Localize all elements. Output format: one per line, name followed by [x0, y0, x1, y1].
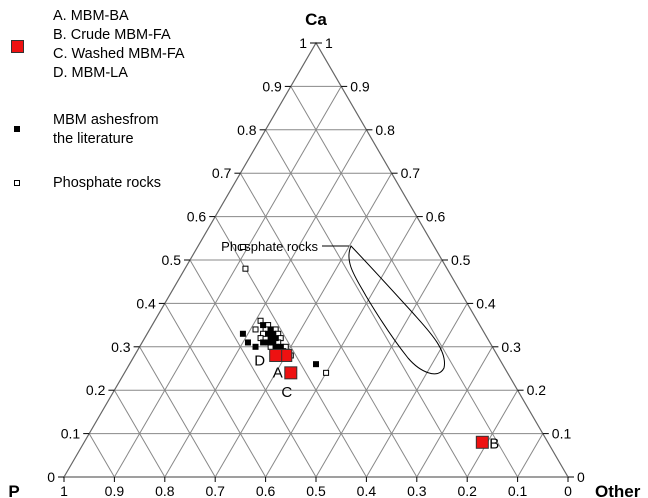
grid-line-other: [466, 389, 519, 478]
literature-ash-point: [260, 322, 267, 329]
bottom-tick-label: 0: [564, 483, 572, 498]
left-tick-label: 0.3: [111, 339, 131, 355]
left-tick-label: 0.9: [262, 78, 282, 94]
literature-ash-point: [265, 330, 272, 337]
bottom-tick-label: 0.8: [155, 483, 175, 498]
grid-line-p: [113, 389, 166, 478]
sample-label-c: C: [281, 384, 292, 401]
left-tick-label: 0: [47, 469, 55, 485]
bottom-tick-label: 0.4: [357, 483, 377, 498]
left-tick-label: 0.4: [136, 295, 156, 311]
axis-label-p: P: [8, 482, 19, 498]
bottom-tick-label: 0.1: [508, 483, 528, 498]
literature-ash-point: [277, 343, 284, 350]
phosphate-rock-point: [252, 326, 259, 333]
bottom-tick-label: 0.6: [256, 483, 276, 498]
phosphate-rock-point: [239, 243, 246, 250]
bottom-tick-label: 1: [60, 483, 68, 498]
grid-line-p: [290, 86, 519, 478]
phosphate-rocks-envelope: [348, 245, 445, 375]
literature-ash-point: [270, 339, 277, 346]
right-tick-label: 0.4: [476, 295, 496, 311]
left-tick-label: 0.6: [187, 209, 207, 225]
right-tick-label: 0.3: [501, 339, 521, 355]
left-tick-label: 0.8: [237, 122, 257, 138]
grid-line-p: [139, 346, 216, 478]
axis-label-other: Other: [595, 482, 641, 498]
grid-line-p: [164, 303, 267, 478]
right-tick-label: 0: [577, 469, 585, 485]
sample-point-d: [269, 348, 283, 362]
literature-ash-point: [267, 326, 274, 333]
literature-ash-point: [244, 339, 251, 346]
sample-point-c: [284, 366, 298, 380]
literature-ash-point: [252, 343, 259, 350]
grid-line-other: [517, 433, 544, 478]
right-tick-label: 0.7: [401, 165, 421, 181]
literature-ash-point: [267, 335, 274, 342]
literature-ash-point: [272, 335, 279, 342]
grid-line-other: [214, 172, 393, 478]
left-tick-label: 0.2: [86, 382, 106, 398]
bottom-tick-label: 0.5: [306, 483, 326, 498]
literature-ash-point: [239, 330, 246, 337]
right-tick-label: 0.8: [375, 122, 395, 138]
grid-line-other: [416, 346, 493, 478]
sample-point-b: [475, 435, 489, 449]
sample-label-a: A: [273, 364, 283, 381]
literature-ash-point: [270, 330, 277, 337]
grid-line-p: [88, 433, 115, 478]
grid-line-other: [315, 259, 443, 478]
right-tick-label: 0.2: [527, 382, 547, 398]
literature-ash-point: [260, 339, 267, 346]
grid-line-other: [365, 303, 468, 478]
axis-label-ca: Ca: [305, 10, 327, 29]
bottom-tick-label: 0.7: [205, 483, 225, 498]
phosphate-rock-point: [242, 265, 249, 272]
right-tick-label: 1: [325, 35, 333, 51]
literature-ash-point: [313, 361, 319, 368]
bottom-tick-label: 0.3: [407, 483, 427, 498]
grid-line-other: [113, 86, 342, 478]
right-tick-label: 0.9: [350, 78, 370, 94]
left-tick-label: 0.1: [61, 426, 81, 442]
grid-line-p: [239, 172, 418, 478]
left-tick-label: 0.5: [162, 252, 182, 268]
right-tick-label: 0.1: [552, 426, 572, 442]
literature-ash-point: [272, 343, 279, 350]
sample-label-b: B: [489, 435, 499, 452]
left-tick-label: 1: [299, 35, 307, 51]
right-tick-label: 0.6: [426, 209, 446, 225]
annotation-phosphate-rocks: Phosphate rocks: [221, 239, 318, 254]
left-tick-label: 0.7: [212, 165, 232, 181]
bottom-tick-label: 0.2: [457, 483, 477, 498]
literature-ash-point: [265, 339, 272, 346]
sample-label-d: D: [254, 352, 265, 369]
phosphate-rock-point: [323, 369, 330, 376]
right-tick-label: 0.5: [451, 252, 471, 268]
bottom-tick-label: 0.9: [105, 483, 125, 498]
grid-line-p: [189, 259, 317, 478]
